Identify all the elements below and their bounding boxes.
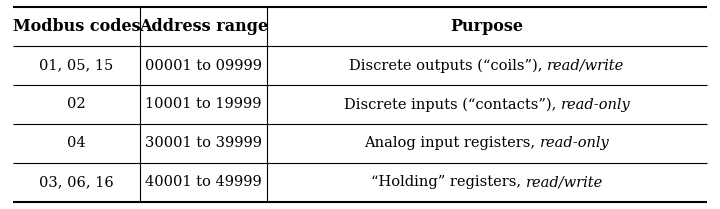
Text: 10001 to 19999: 10001 to 19999 bbox=[145, 98, 262, 111]
Text: read-only: read-only bbox=[561, 98, 631, 111]
Text: 40001 to 49999: 40001 to 49999 bbox=[145, 175, 262, 189]
Text: Address range: Address range bbox=[139, 18, 268, 35]
Text: read/write: read/write bbox=[547, 59, 625, 73]
Text: Purpose: Purpose bbox=[451, 18, 523, 35]
Text: 00001 to 09999: 00001 to 09999 bbox=[145, 59, 262, 73]
Text: 04: 04 bbox=[67, 136, 86, 150]
Text: read/write: read/write bbox=[526, 175, 603, 189]
Text: 01, 05, 15: 01, 05, 15 bbox=[40, 59, 114, 73]
Text: Analog input registers,: Analog input registers, bbox=[364, 136, 540, 150]
Text: Discrete inputs (“contacts”),: Discrete inputs (“contacts”), bbox=[343, 97, 561, 112]
Text: “Holding” registers,: “Holding” registers, bbox=[371, 175, 526, 189]
Text: 30001 to 39999: 30001 to 39999 bbox=[145, 136, 262, 150]
Text: Discrete outputs (“coils”),: Discrete outputs (“coils”), bbox=[349, 59, 547, 73]
Text: read-only: read-only bbox=[540, 136, 610, 150]
Text: 03, 06, 16: 03, 06, 16 bbox=[39, 175, 114, 189]
Text: 02: 02 bbox=[67, 98, 86, 111]
Text: Modbus codes: Modbus codes bbox=[13, 18, 140, 35]
